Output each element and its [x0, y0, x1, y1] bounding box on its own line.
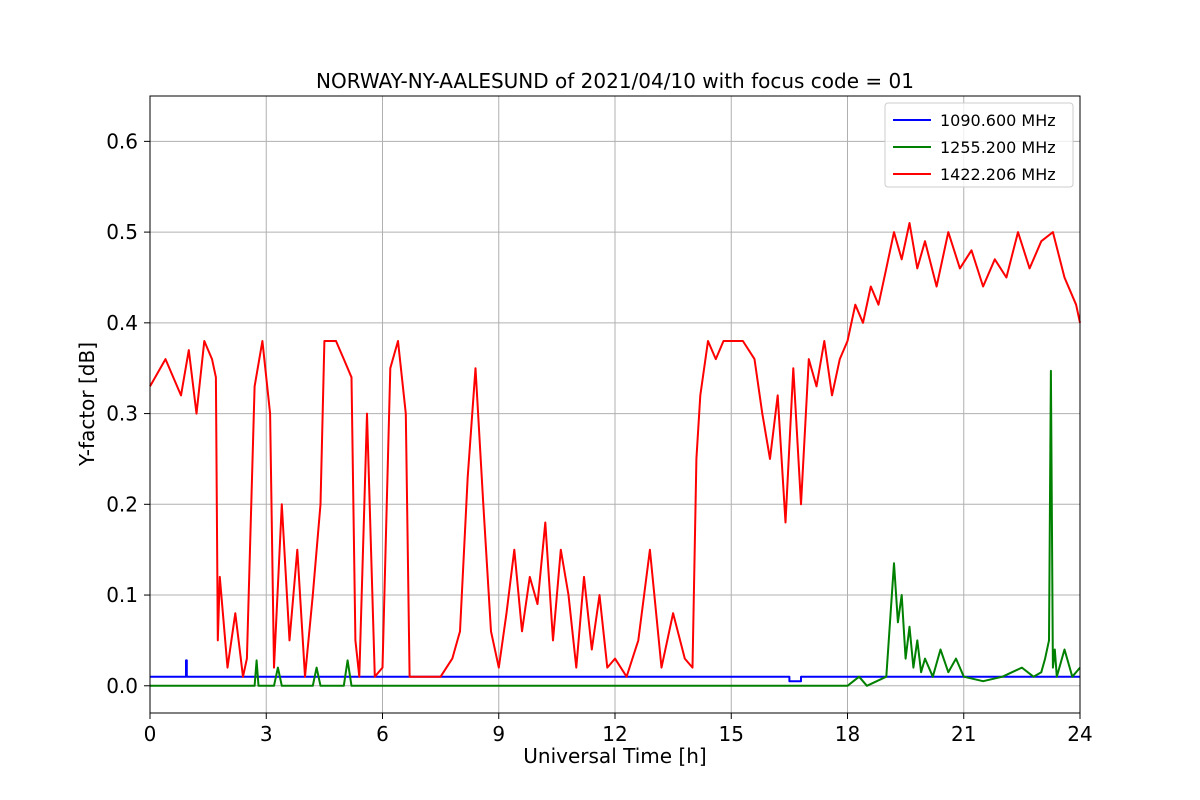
y-tick-label: 0.3 [106, 402, 138, 426]
x-tick-label: 3 [260, 722, 273, 746]
series-line-2 [150, 369, 1081, 687]
y-axis-label: Y-factor [dB] [75, 342, 99, 467]
x-tick-label: 6 [376, 722, 389, 746]
legend-entry: 1422.206 MHz [940, 165, 1056, 184]
x-tick-label: 24 [1067, 722, 1092, 746]
y-tick-label: 0.2 [106, 492, 138, 516]
legend-entry: 1090.600 MHz [940, 111, 1056, 130]
y-tick-label: 0.4 [106, 311, 138, 335]
x-axis-label: Universal Time [h] [523, 744, 706, 768]
legend-entry: 1255.200 MHz [940, 138, 1056, 157]
series-layer [149, 222, 1081, 687]
chart-title: NORWAY-NY-AALESUND of 2021/04/10 with fo… [316, 69, 914, 93]
x-tick-label: 12 [602, 722, 627, 746]
y-tick-label: 0.1 [106, 583, 138, 607]
legend-box [884, 102, 1074, 188]
y-tick-label: 0.5 [106, 220, 138, 244]
legend: 1090.600 MHz 1255.200 MHz 1422.206 MHz [884, 102, 1074, 188]
y-tick-label: 0.0 [106, 674, 138, 698]
y-axis: 0.0 0.1 0.2 0.3 0.4 0.5 0.6 [106, 129, 150, 698]
grid-lines [149, 96, 1081, 713]
x-tick-label: 15 [719, 722, 744, 746]
x-tick-label: 0 [144, 722, 157, 746]
y-tick-label: 0.6 [106, 129, 138, 153]
x-tick-label: 18 [835, 722, 860, 746]
x-tick-label: 21 [951, 722, 976, 746]
series-line-1 [150, 659, 1080, 683]
x-tick-label: 9 [492, 722, 505, 746]
x-axis: 0 3 6 9 12 15 18 21 24 [144, 713, 1093, 746]
series-line-3 [149, 222, 1081, 678]
